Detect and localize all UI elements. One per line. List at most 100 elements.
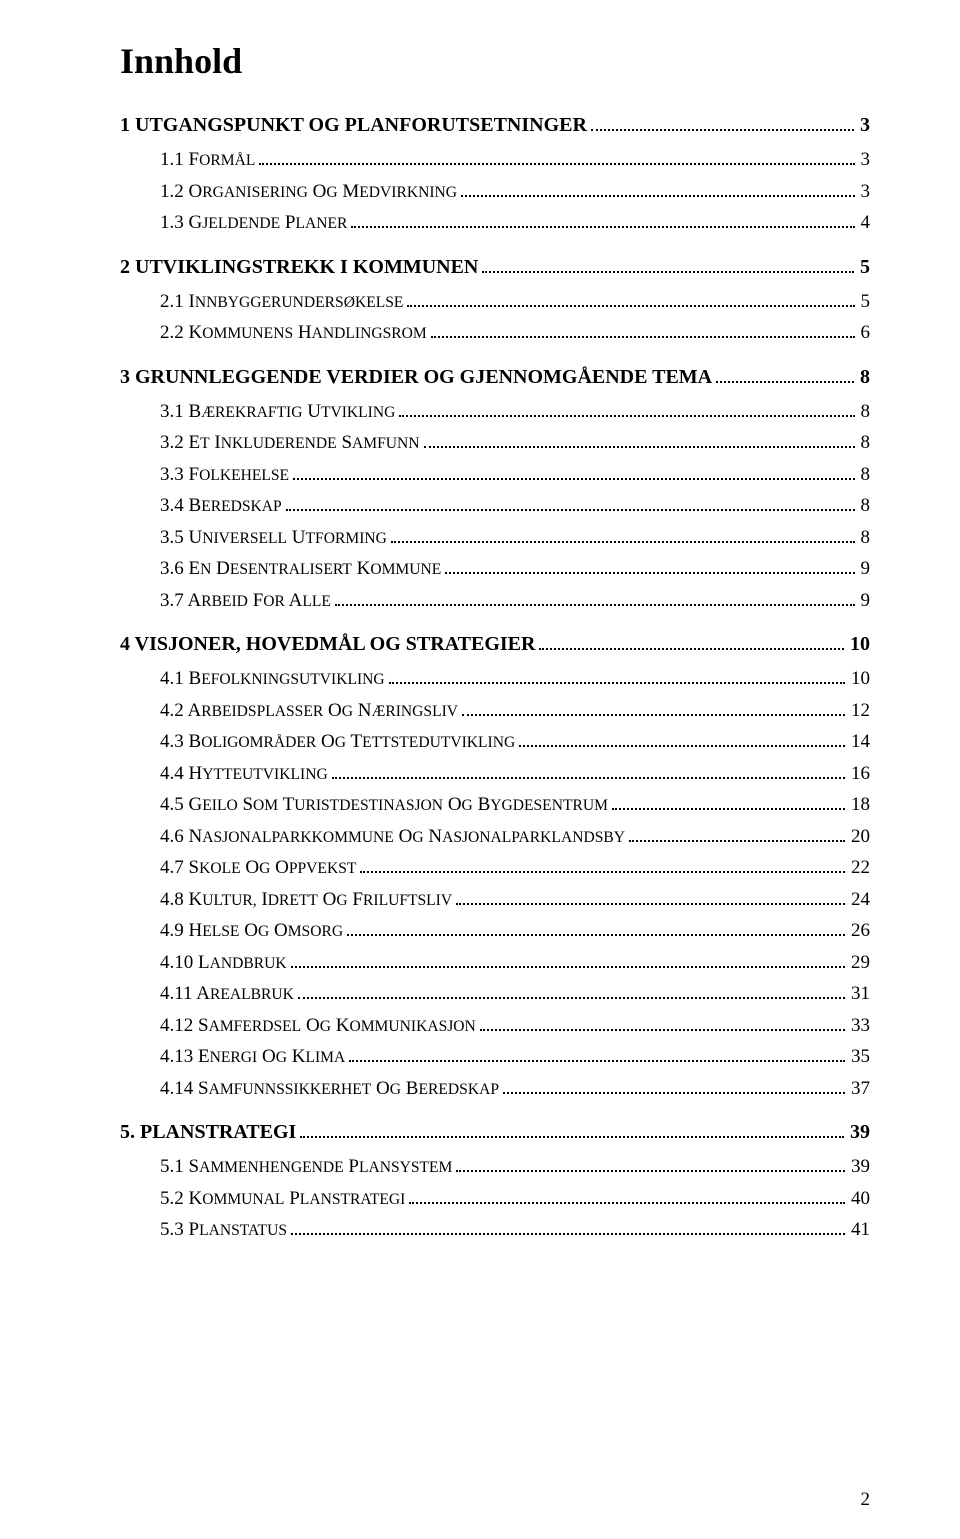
toc-entry-label: 3.7 ARBEID FOR ALLE [160,587,331,616]
dot-leader [259,163,854,165]
toc-entry-page: 10 [848,629,870,659]
toc-entry-label: 2.2 KOMMUNENS HANDLINGSROM [160,319,427,348]
toc-entry-label: 1.1 FORMÅL [160,146,255,175]
dot-leader [503,1092,845,1094]
dot-leader [335,604,855,606]
toc-entry-page: 33 [849,1012,870,1041]
toc-entry: 4.8 KULTUR, IDRETT OG FRILUFTSLIV 24 [120,886,870,915]
toc-entry: 4.2 ARBEIDSPLASSER OG NÆRINGSLIV 12 [120,697,870,726]
toc-entry-label: 4 VISJONER, HOVEDMÅL OG STRATEGIER [120,629,535,659]
toc-entry-page: 10 [849,665,870,694]
dot-leader [351,226,854,228]
toc-entry: 2 UTVIKLINGSTREKK I KOMMUNEN 5 [120,252,870,282]
toc-entry-label: 5.3 PLANSTATUS [160,1216,287,1245]
toc-entry-page: 6 [859,319,871,348]
toc-entry-label: 4.7 SKOLE OG OPPVEKST [160,854,356,883]
dot-leader [716,381,854,383]
toc-entry-label: 4.5 GEILO SOM TURISTDESTINASJON OG BYGDE… [160,791,608,820]
toc-entry: 4.5 GEILO SOM TURISTDESTINASJON OG BYGDE… [120,791,870,820]
toc-entry: 3 GRUNNLEGGENDE VERDIER OG GJENNOMGÅENDE… [120,362,870,392]
toc-entry-page: 8 [859,398,871,427]
toc-entry: 4.11 AREALBRUK 31 [120,980,870,1009]
toc-entry-label: 3.5 UNIVERSELL UTFORMING [160,524,387,553]
toc-entry-page: 39 [849,1153,870,1182]
dot-leader [612,808,845,810]
dot-leader [519,745,845,747]
toc-entry: 4.13 ENERGI OG KLIMA 35 [120,1043,870,1072]
toc-entry-label: 3 GRUNNLEGGENDE VERDIER OG GJENNOMGÅENDE… [120,362,712,392]
toc-entry-page: 37 [849,1075,870,1104]
toc-entry-page: 39 [848,1117,870,1147]
toc-entry-label: 3.4 BEREDSKAP [160,492,282,521]
toc-entry-label: 4.12 SAMFERDSEL OG KOMMUNIKASJON [160,1012,476,1041]
toc-entry-label: 1.2 ORGANISERING OG MEDVIRKNING [160,178,457,207]
page-title: Innhold [120,40,870,82]
toc-entry: 5.2 KOMMUNAL PLANSTRATEGI 40 [120,1185,870,1214]
toc-entry: 1.1 FORMÅL 3 [120,146,870,175]
toc-entry-label: 3.1 BÆREKRAFTIG UTVIKLING [160,398,395,427]
dot-leader [291,966,845,968]
toc-entry-label: 5. PLANSTRATEGI [120,1117,296,1147]
dot-leader [389,682,845,684]
toc-entry-label: 3.2 ET INKLUDERENDE SAMFUNN [160,429,420,458]
toc-entry: 5.3 PLANSTATUS 41 [120,1216,870,1245]
toc-entry-label: 2 UTVIKLINGSTREKK I KOMMUNEN [120,252,478,282]
toc-entry-label: 3.6 EN DESENTRALISERT KOMMUNE [160,555,441,584]
toc-entry-page: 29 [849,949,870,978]
toc-entry-label: 4.6 NASJONALPARKKOMMUNE OG NASJONALPARKL… [160,823,625,852]
dot-leader [399,415,854,417]
dot-leader [461,195,854,197]
toc-entry: 4.4 HYTTEUTVIKLING 16 [120,760,870,789]
toc-entry: 1.3 GJELDENDE PLANER 4 [120,209,870,238]
toc-entry-page: 41 [849,1216,870,1245]
toc-entry-page: 8 [859,461,871,490]
toc-entry-page: 5 [858,252,870,282]
toc-entry-page: 8 [859,429,871,458]
toc-entry-page: 16 [849,760,870,789]
toc-entry-label: 2.1 INNBYGGERUNDERSØKELSE [160,288,403,317]
table-of-contents: 1 UTGANGSPUNKT OG PLANFORUTSETNINGER 31.… [120,110,870,1245]
dot-leader [445,572,854,574]
toc-entry: 4.12 SAMFERDSEL OG KOMMUNIKASJON 33 [120,1012,870,1041]
toc-entry-page: 8 [859,524,871,553]
toc-entry: 4.14 SAMFUNNSSIKKERHET OG BEREDSKAP 37 [120,1075,870,1104]
toc-entry-page: 3 [858,110,870,140]
toc-entry: 4 VISJONER, HOVEDMÅL OG STRATEGIER 10 [120,629,870,659]
toc-entry-page: 31 [849,980,870,1009]
toc-entry-label: 4.11 AREALBRUK [160,980,294,1009]
toc-entry-label: 4.4 HYTTEUTVIKLING [160,760,328,789]
dot-leader [407,305,854,307]
dot-leader [480,1029,845,1031]
dot-leader [591,129,854,131]
toc-entry: 3.3 FOLKEHELSE 8 [120,461,870,490]
toc-entry: 3.6 EN DESENTRALISERT KOMMUNE 9 [120,555,870,584]
dot-leader [300,1136,844,1138]
toc-entry-label: 4.13 ENERGI OG KLIMA [160,1043,345,1072]
toc-entry: 5. PLANSTRATEGI 39 [120,1117,870,1147]
toc-entry-page: 3 [859,178,871,207]
toc-entry-page: 9 [859,555,871,584]
toc-entry-page: 12 [849,697,870,726]
toc-entry-page: 24 [849,886,870,915]
dot-leader [286,509,855,511]
dot-leader [539,648,844,650]
toc-entry-label: 5.1 SAMMENHENGENDE PLANSYSTEM [160,1153,452,1182]
dot-leader [298,997,845,999]
dot-leader [629,840,845,842]
toc-entry-page: 26 [849,917,870,946]
dot-leader [462,714,845,716]
dot-leader [409,1202,845,1204]
toc-entry-label: 5.2 KOMMUNAL PLANSTRATEGI [160,1185,405,1214]
dot-leader [482,271,854,273]
toc-entry: 4.1 BEFOLKNINGSUTVIKLING 10 [120,665,870,694]
toc-entry: 3.2 ET INKLUDERENDE SAMFUNN 8 [120,429,870,458]
toc-entry-label: 1 UTGANGSPUNKT OG PLANFORUTSETNINGER [120,110,587,140]
toc-entry-label: 4.10 LANDBRUK [160,949,287,978]
dot-leader [456,903,845,905]
toc-entry-page: 5 [859,288,871,317]
toc-entry-page: 3 [859,146,871,175]
toc-entry-page: 8 [858,362,870,392]
toc-entry-label: 3.3 FOLKEHELSE [160,461,289,490]
toc-entry-label: 4.3 BOLIGOMRÅDER OG TETTSTEDUTVIKLING [160,728,515,757]
toc-entry: 2.1 INNBYGGERUNDERSØKELSE 5 [120,288,870,317]
